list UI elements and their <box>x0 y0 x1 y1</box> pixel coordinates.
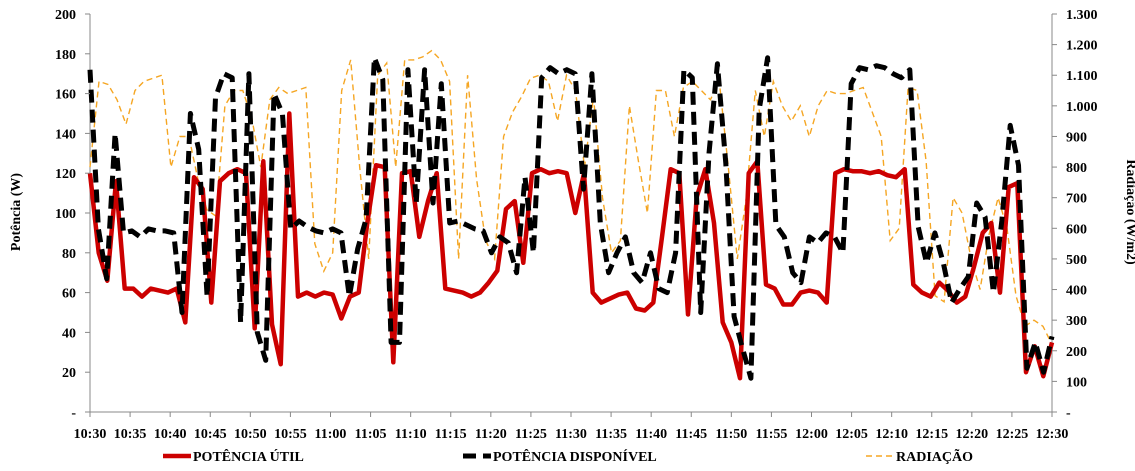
right-axis-title: Radiação (W/m2) <box>1123 159 1135 265</box>
right-y-axis: - 100 200 300 400 500 600 700 800 900 1.000 1.100 1.… <box>1052 8 1098 421</box>
x-tick-label: 10:30 <box>74 427 107 442</box>
right-tick-label: 1.300 <box>1066 8 1098 23</box>
left-tick-label: 60 <box>62 287 76 302</box>
left-tick-label: 200 <box>55 8 76 23</box>
x-tick-label: 10:40 <box>154 427 187 442</box>
legend-label-potencia-util: POTÊNCIA ÚTIL <box>193 448 304 465</box>
plot-area <box>87 14 1055 413</box>
left-tick-label: 80 <box>62 247 76 262</box>
right-tick-label: 200 <box>1066 345 1087 360</box>
left-axis-title: Potência (W) <box>9 173 24 251</box>
right-tick-label: 600 <box>1066 222 1087 237</box>
x-tick-label: 10:50 <box>234 427 267 442</box>
series-line-radiacao <box>89 49 1053 345</box>
left-tick-label: 180 <box>55 48 76 63</box>
x-tick-label: 11:50 <box>715 427 747 442</box>
x-tick-label: 12:20 <box>955 427 988 442</box>
x-tick-label: 11:30 <box>555 427 587 442</box>
left-tick-label: 140 <box>55 127 76 142</box>
x-tick-label: 10:45 <box>194 427 227 442</box>
left-tick-label: - <box>71 406 76 421</box>
x-tick-label: 11:55 <box>755 427 787 442</box>
right-tick-label: - <box>1066 406 1071 421</box>
right-tick-label: 700 <box>1066 192 1087 207</box>
x-tick-label: 10:35 <box>114 427 147 442</box>
legend: POTÊNCIA ÚTIL POTÊNCIA DISPONÍVEL RADIAÇÃO <box>163 447 973 465</box>
right-tick-label: 1.100 <box>1066 69 1098 84</box>
x-tick-label: 11:40 <box>635 427 667 442</box>
x-tick-label: 11:00 <box>315 427 347 442</box>
left-y-axis: - 20 40 60 80 100 120 140 160 180 200 <box>55 8 90 421</box>
legend-label-potencia-disponivel: POTÊNCIA DISPONÍVEL <box>493 448 657 465</box>
x-tick-label: 10:55 <box>274 427 307 442</box>
legend-label-radiacao: RADIAÇÃO <box>896 447 973 465</box>
x-tick-label: 11:25 <box>515 427 547 442</box>
x-tick-label: 12:10 <box>875 427 908 442</box>
right-tick-label: 300 <box>1066 314 1087 329</box>
x-tick-label: 11:05 <box>355 427 387 442</box>
x-tick-label: 12:25 <box>996 427 1029 442</box>
left-tick-label: 20 <box>62 366 76 381</box>
x-tick-label: 12:15 <box>915 427 948 442</box>
right-tick-label: 400 <box>1066 284 1087 299</box>
left-tick-label: 160 <box>55 88 76 103</box>
x-tick-label: 11:10 <box>395 427 427 442</box>
right-tick-label: 900 <box>1066 130 1087 145</box>
x-tick-label: 12:30 <box>1036 427 1069 442</box>
left-tick-label: 100 <box>55 207 76 222</box>
x-tick-label: 12:00 <box>795 427 828 442</box>
right-tick-label: 800 <box>1066 161 1087 176</box>
series-line-potencia-disponivel <box>87 55 1055 381</box>
right-tick-label: 500 <box>1066 253 1087 268</box>
x-tick-label: 11:20 <box>475 427 507 442</box>
x-tick-label: 11:45 <box>675 427 707 442</box>
right-tick-label: 100 <box>1066 375 1087 390</box>
right-tick-label: 1.200 <box>1066 39 1098 54</box>
x-tick-label: 12:05 <box>835 427 868 442</box>
left-tick-label: 40 <box>62 326 76 341</box>
x-tick-label: 11:15 <box>435 427 467 442</box>
right-tick-label: 1.000 <box>1066 100 1098 115</box>
x-tick-label: 11:35 <box>595 427 627 442</box>
series-line-potencia-util <box>87 111 1055 381</box>
left-tick-label: 120 <box>55 167 76 182</box>
x-axis: 10:30 10:35 10:40 10:45 10:50 10:55 11:00 11:05… <box>74 412 1069 442</box>
